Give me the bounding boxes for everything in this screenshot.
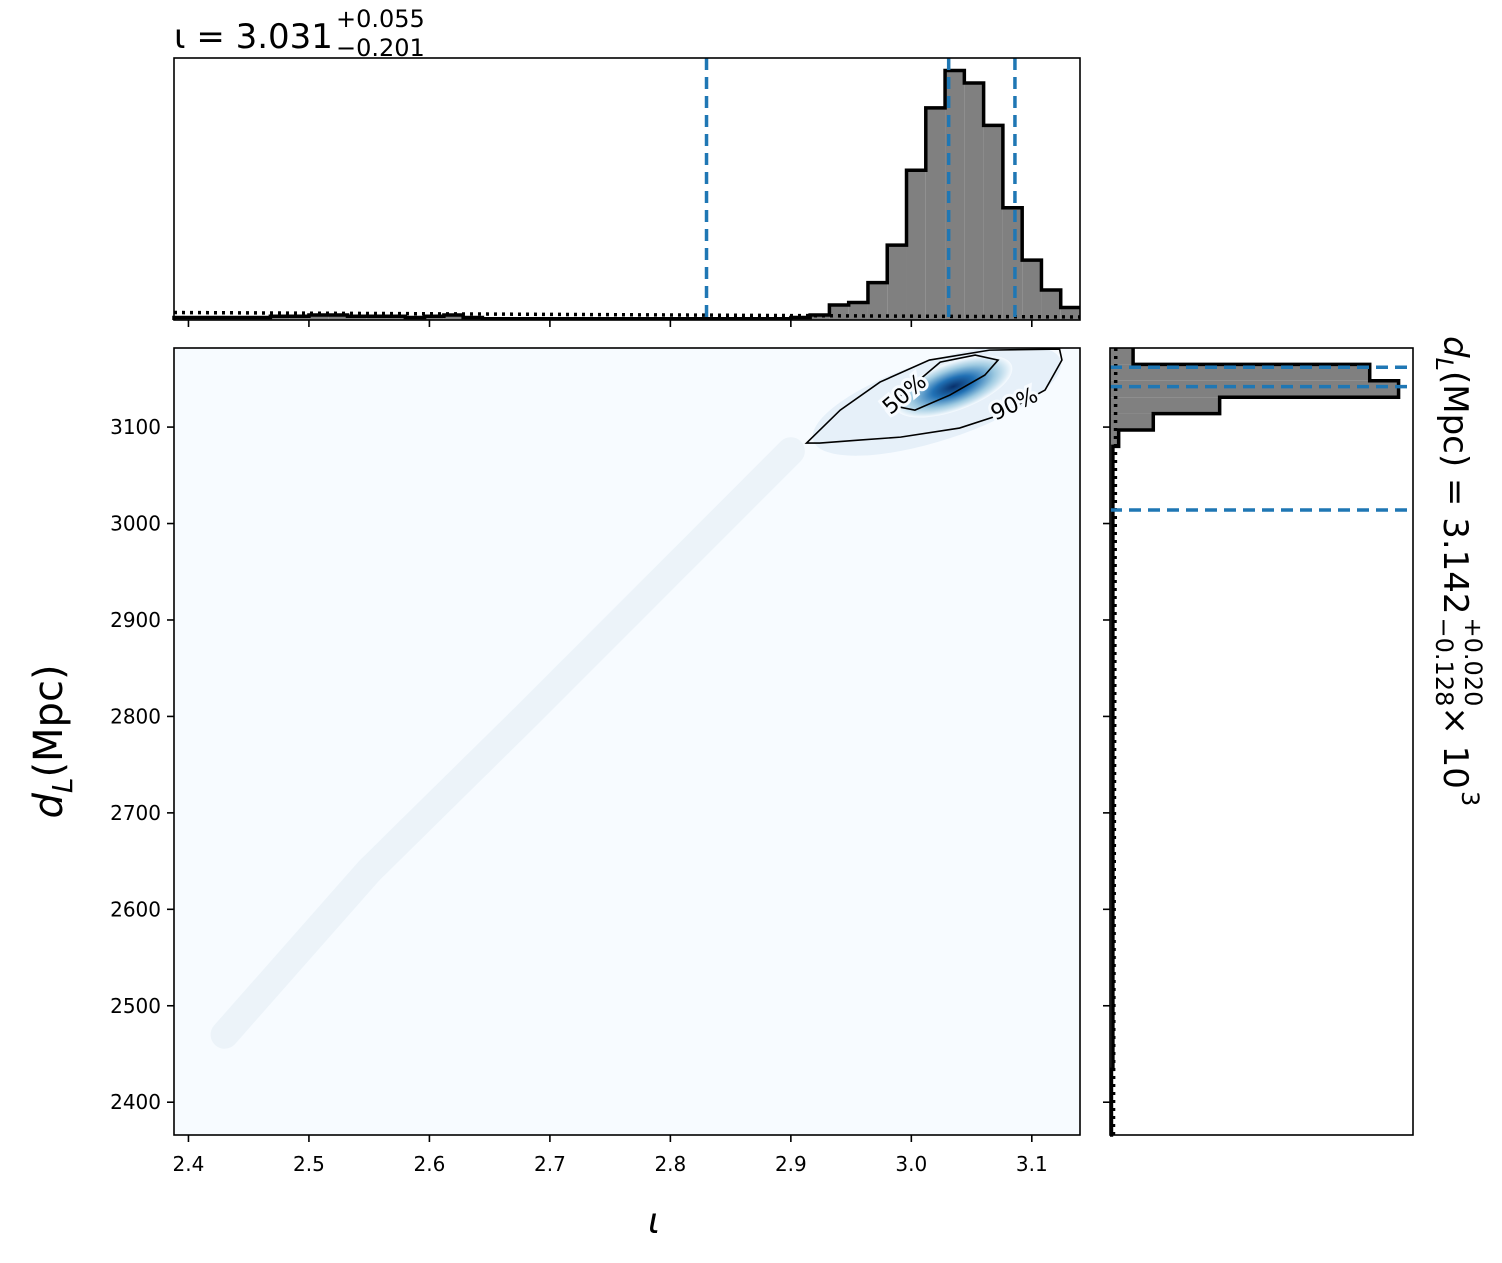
x-tick-label: 2.5 — [293, 1152, 325, 1176]
x-tick-label: 2.6 — [414, 1152, 446, 1176]
histogram-bar — [983, 125, 1003, 320]
reference-line — [1111, 347, 1118, 1136]
title-multiplier: × 10 — [1435, 706, 1475, 789]
density-background — [174, 348, 1080, 1135]
histogram-bar — [386, 316, 406, 320]
title-symbol-subscript: L — [1430, 358, 1458, 371]
histogram-bar — [867, 282, 888, 320]
histogram-bar — [1110, 348, 1134, 365]
x-tick-label: 3.0 — [895, 1152, 927, 1176]
histogram-bar — [1110, 380, 1399, 398]
y-tick-label: 2500 — [110, 994, 161, 1018]
x-tick-label: 3.1 — [1016, 1152, 1048, 1176]
y-label-unit: (Mpc) — [26, 664, 72, 777]
title-subscript: −0.201 — [336, 34, 425, 62]
y-tick-label: 2600 — [110, 897, 161, 921]
histogram-bar — [848, 302, 868, 320]
histogram-bar — [270, 316, 290, 320]
y-tick-label: 3100 — [110, 415, 161, 439]
contour — [887, 354, 1000, 411]
histogram-bar — [1041, 290, 1061, 320]
y-label-subscript: L — [46, 778, 79, 794]
density-peak — [894, 355, 1013, 418]
histogram-bar — [1110, 397, 1220, 414]
title-text: ι = 3.031 — [174, 17, 333, 57]
title-subscript: −0.128 — [1430, 618, 1458, 707]
histogram-bar — [289, 316, 309, 320]
right-hist-frame — [1109, 347, 1414, 1136]
histogram-bar — [810, 315, 830, 320]
x-tick-label: 2.7 — [534, 1152, 566, 1176]
y-axis-label: dL (Mpc) — [26, 664, 79, 818]
histogram-bar — [1110, 413, 1154, 430]
histogram-bar — [1002, 207, 1023, 320]
histogram-bar — [887, 245, 907, 320]
histogram-bar — [925, 107, 946, 321]
histogram-bar — [347, 316, 367, 320]
y-tick-label: 2800 — [110, 704, 161, 728]
histogram-bar — [328, 315, 348, 320]
histogram-outline — [1109, 348, 1401, 1137]
y-label-symbol: d — [26, 793, 72, 819]
contour — [804, 348, 1063, 444]
title-superscript: +0.055 — [336, 5, 425, 33]
histogram-bar — [366, 316, 387, 320]
histogram-bar — [964, 82, 984, 320]
x-axis-label: ι — [648, 1201, 660, 1242]
top-title: ι = 3.031 +0.055−0.201 — [174, 5, 425, 62]
title-symbol: d — [1435, 336, 1475, 358]
title-exponent: 3 — [1456, 791, 1484, 806]
histogram-bar — [906, 170, 926, 320]
histogram-bar — [1060, 307, 1080, 320]
histogram-bar — [1022, 260, 1042, 320]
title-superscript: +0.020 — [1459, 618, 1487, 707]
histogram-bar — [443, 315, 464, 320]
y-tick-label: 3000 — [110, 512, 161, 536]
title-text: (Mpc) = 3.142 — [1435, 371, 1475, 615]
main-frame — [173, 347, 1081, 1136]
x-tick-label: 2.9 — [775, 1152, 807, 1176]
y-tick-label: 2400 — [110, 1090, 161, 1114]
top-hist-frame — [173, 57, 1081, 321]
histogram-bar — [829, 305, 849, 320]
x-tick-label: 2.8 — [654, 1152, 686, 1176]
histogram-bar — [308, 315, 329, 320]
y-tick-label: 2900 — [110, 608, 161, 632]
x-tick-label: 2.4 — [173, 1152, 205, 1176]
right-title: dL (Mpc) = 3.142 +0.020−0.128 × 10 3 — [1430, 336, 1487, 806]
density-ridge — [210, 437, 805, 1049]
histogram-bar — [424, 316, 444, 320]
y-tick-label: 2700 — [110, 801, 161, 825]
